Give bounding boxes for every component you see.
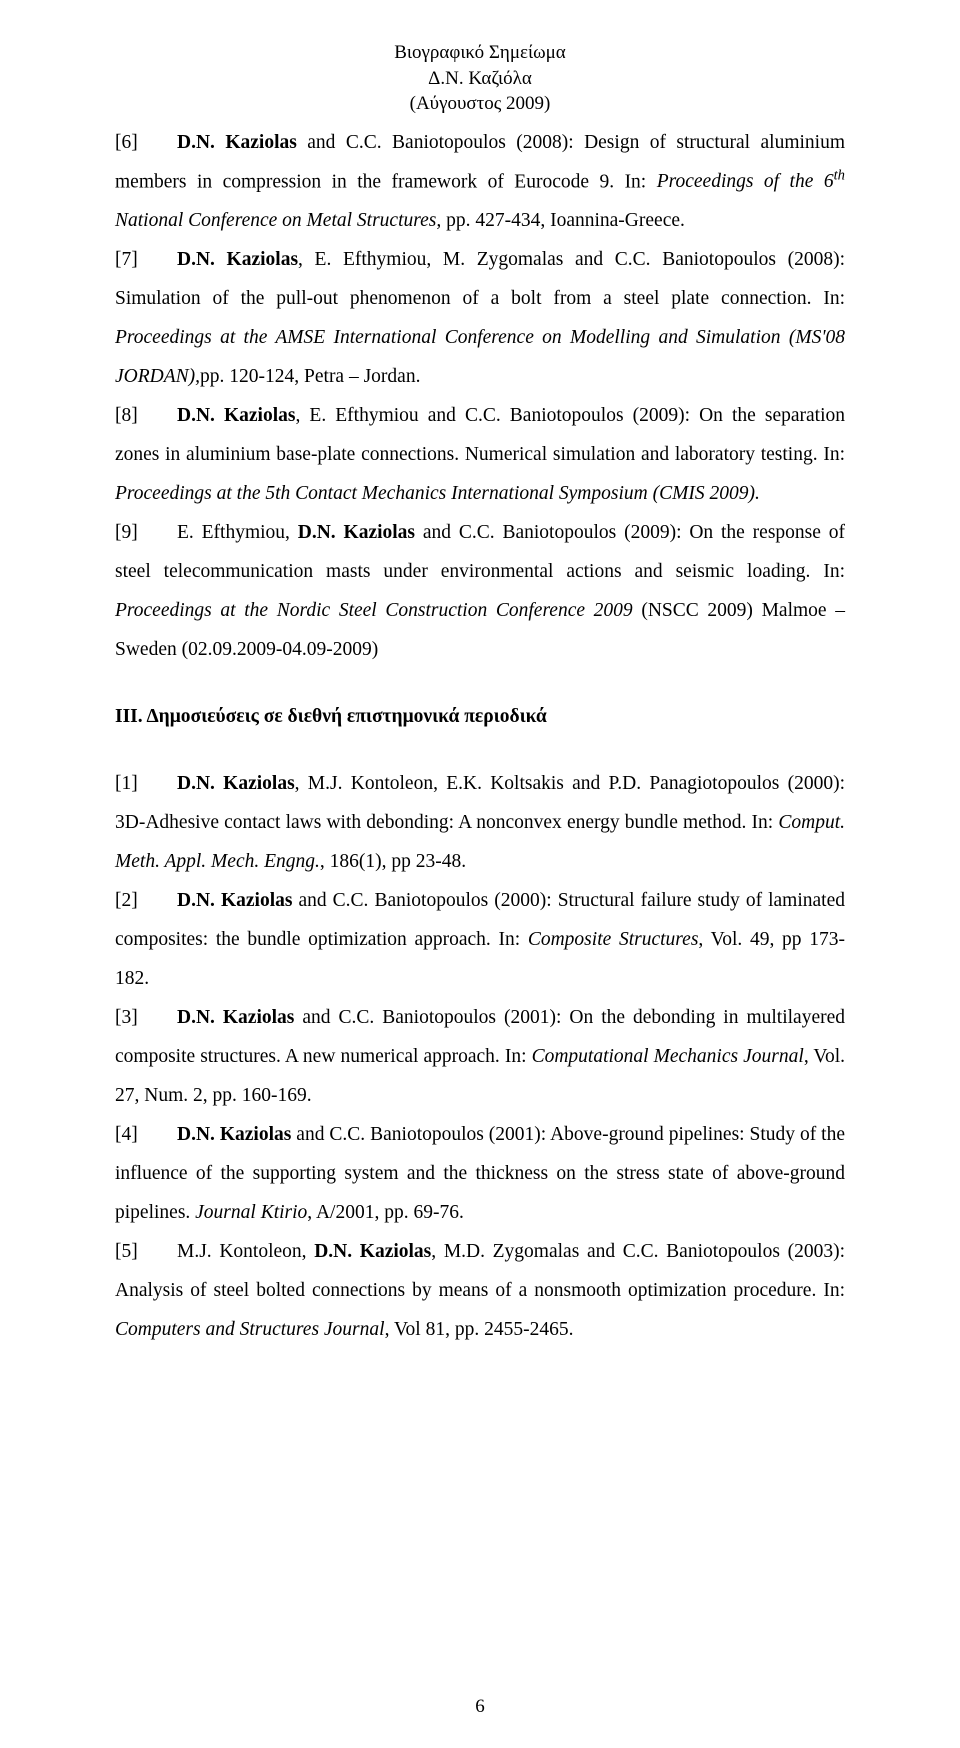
reference-entry: [7]D.N. Kaziolas, E. Efthymiou, M. Zygom… (115, 240, 845, 396)
header-line1: Βιογραφικό Σημείωμα (115, 40, 845, 66)
reference-entry: [4]D.N. Kaziolas and C.C. Baniotopoulos … (115, 1115, 845, 1232)
reference-entry: [9]E. Efthymiou, D.N. Kaziolas and C.C. … (115, 513, 845, 669)
reference-entry: [6]D.N. Kaziolas and C.C. Baniotopoulos … (115, 123, 845, 241)
page-number: 6 (0, 1696, 960, 1718)
ref-number: [6] (115, 123, 177, 162)
reference-entry: [8]D.N. Kaziolas, E. Efthymiou and C.C. … (115, 396, 845, 513)
reference-entry: [3]D.N. Kaziolas and C.C. Baniotopoulos … (115, 998, 845, 1115)
ref-authors-bold: D.N. Kaziolas (177, 1124, 291, 1145)
ref-tail: pp. 427-434, Ioannina-Greece. (441, 210, 685, 231)
ref-italic-part: Proceedings of the 6 (657, 171, 834, 192)
ref-italic-cont: National Conference on Metal Structures, (115, 210, 441, 231)
ref-authors-bold: D.N. Kaziolas (177, 890, 292, 911)
reference-entry: [1]D.N. Kaziolas, M.J. Kontoleon, E.K. K… (115, 764, 845, 881)
references-section-a: [6]D.N. Kaziolas and C.C. Baniotopoulos … (115, 123, 845, 670)
references-section-b: [1]D.N. Kaziolas, M.J. Kontoleon, E.K. K… (115, 764, 845, 1349)
ref-number: [8] (115, 396, 177, 435)
ref-authors-bold: D.N. Kaziolas (177, 1007, 294, 1028)
ref-italic: Proceedings at the Nordic Steel Construc… (115, 600, 633, 621)
ref-italic: Composite Structures (528, 929, 699, 950)
ref-number: [2] (115, 881, 177, 920)
page-header: Βιογραφικό Σημείωμα Δ.Ν. Καζιόλα (Αύγουσ… (115, 40, 845, 117)
section-heading: ΙΙΙ. Δημοσιεύσεις σε διεθνή επιστημονικά… (115, 697, 845, 736)
header-line2: Δ.Ν. Καζιόλα (115, 66, 845, 92)
ref-authors-bold: D.N. Kaziolas (298, 522, 415, 543)
ref-tail: pp. 120-124, Petra – Jordan. (200, 366, 420, 387)
ref-sup: th (834, 168, 845, 184)
ref-number: [7] (115, 240, 177, 279)
reference-entry: [2]D.N. Kaziolas and C.C. Baniotopoulos … (115, 881, 845, 998)
ref-number: [4] (115, 1115, 177, 1154)
ref-italic: Journal Ktirio (195, 1202, 307, 1223)
ref-italic: Computational Mechanics Journal (532, 1046, 804, 1067)
ref-authors-prefix: E. Efthymiou, (177, 522, 298, 543)
ref-italic: Proceedings at the 5th Contact Mechanics… (115, 483, 760, 504)
ref-tail: , Vol 81, pp. 2455-2465. (385, 1319, 574, 1340)
ref-authors-bold: D.N. Kaziolas (177, 405, 295, 426)
header-line3: (Αύγουστος 2009) (115, 91, 845, 117)
ref-number: [3] (115, 998, 177, 1037)
ref-italic: Computers and Structures Journal (115, 1319, 385, 1340)
ref-authors-bold: D.N. Kaziolas (314, 1241, 431, 1262)
ref-number: [5] (115, 1232, 177, 1271)
ref-number: [9] (115, 513, 177, 552)
ref-tail: , 186(1), pp 23-48. (320, 851, 466, 872)
page: Βιογραφικό Σημείωμα Δ.Ν. Καζιόλα (Αύγουσ… (0, 0, 960, 1748)
ref-number: [1] (115, 764, 177, 803)
reference-entry: [5]M.J. Kontoleon, D.N. Kaziolas, M.D. Z… (115, 1232, 845, 1349)
ref-authors-bold: D.N. Kaziolas (177, 773, 295, 794)
ref-authors-prefix: M.J. Kontoleon, (177, 1241, 314, 1262)
ref-tail: , A/2001, pp. 69-76. (307, 1202, 464, 1223)
ref-authors-bold: D.N. Kaziolas (177, 132, 297, 153)
ref-authors-bold: D.N. Kaziolas (177, 249, 298, 270)
